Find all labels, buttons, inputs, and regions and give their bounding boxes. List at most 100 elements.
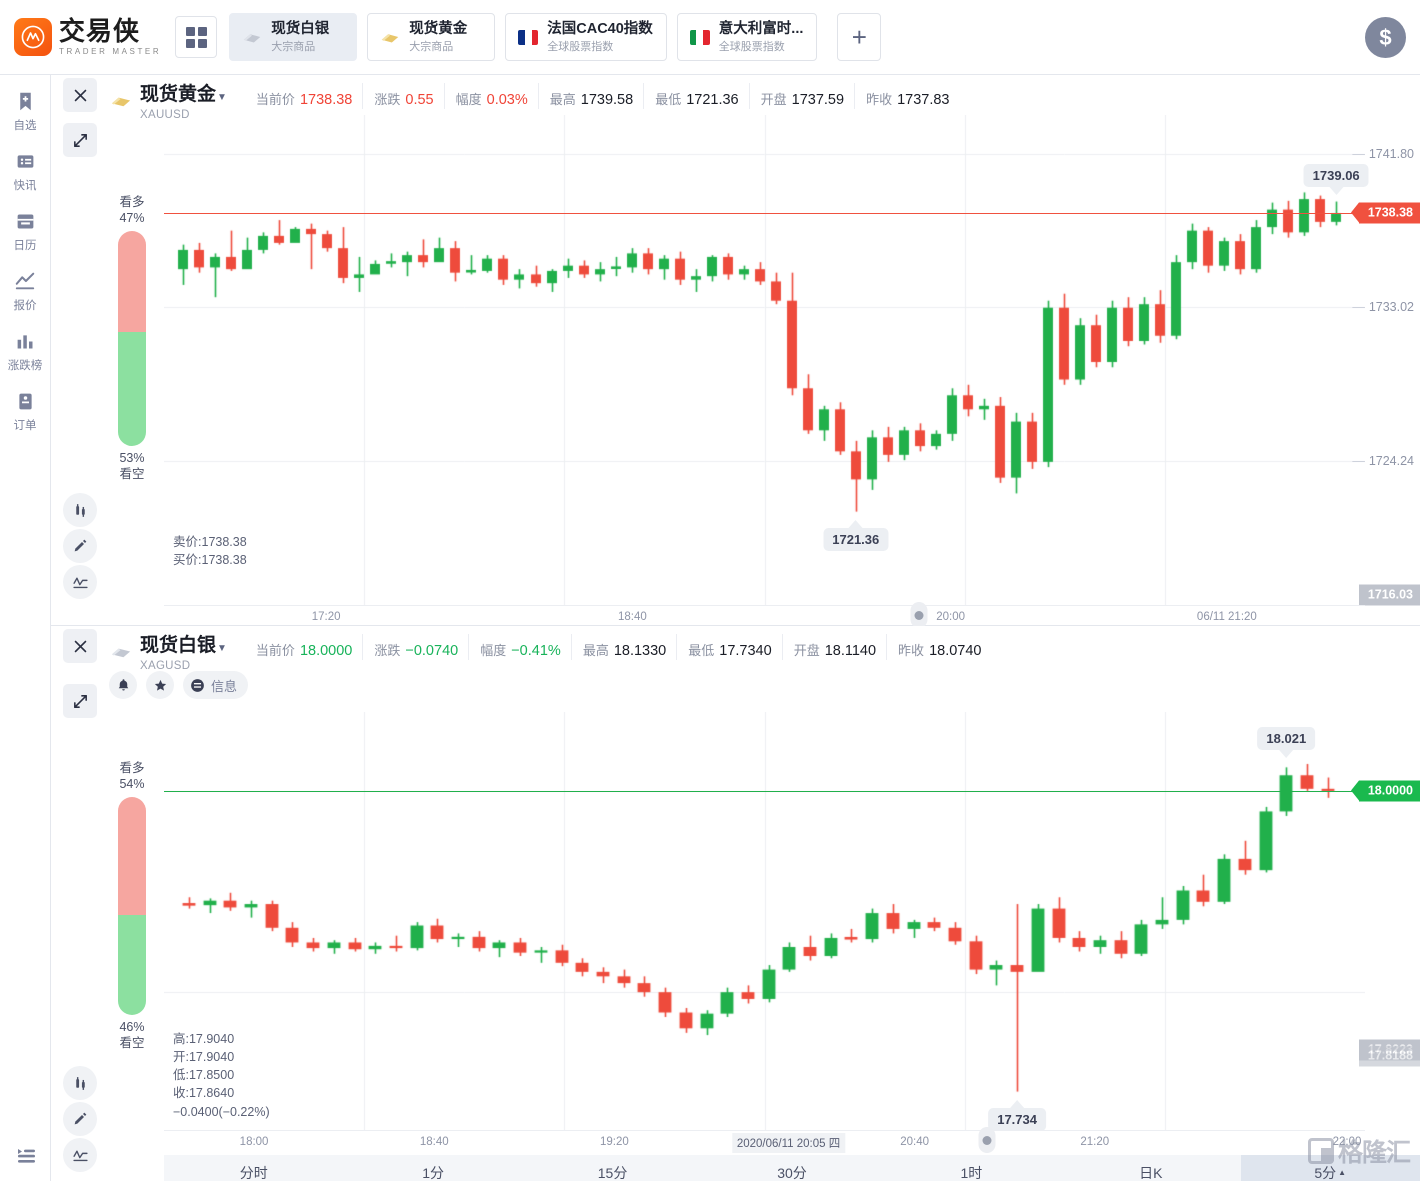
quote-row-silver: 当前价 18.0000 涨跌 −0.0740 幅度 −0.41% 最高 18.1330 … xyxy=(245,634,993,660)
symbol-tab-ftsemib[interactable]: 意大利富时... 全球股票指数 xyxy=(676,13,818,61)
low-price-bubble-silver: 17.734 xyxy=(988,1099,1046,1131)
panel-header-silver: 现货白银▼ XAGUSD 当前价 18.0000 涨跌 −0.0740 幅度 −0.4… xyxy=(51,626,1420,672)
draw-tool-button-gold[interactable] xyxy=(63,529,97,563)
panel-symbol-name: 现货白银▼ xyxy=(140,635,227,656)
add-tab-button[interactable]: + xyxy=(837,13,882,61)
close-panel-button-silver[interactable] xyxy=(63,629,97,663)
quote-key: 当前价 xyxy=(255,92,295,107)
sidebar-item-news[interactable]: 快讯 xyxy=(0,149,51,193)
sentiment-bull-bar xyxy=(118,231,146,333)
chevron-down-icon[interactable]: ▼ xyxy=(217,92,227,103)
sidebar-item-gainers[interactable]: 涨跌榜 xyxy=(0,329,51,373)
timeframe-日K[interactable]: 日K xyxy=(1139,1164,1163,1181)
quote-key: 幅度 xyxy=(480,643,507,658)
high-price-bubble-silver: 18.021 xyxy=(1257,727,1316,759)
symbol-tab-gold[interactable]: 现货黄金 大宗商品 xyxy=(367,13,496,61)
current-price-line-silver xyxy=(164,791,1365,793)
timeframe-15分[interactable]: 15分 xyxy=(597,1164,628,1181)
quote-value: 18.0740 xyxy=(929,643,982,659)
symbol-tabs: 现货白银 大宗商品 现货黄金 大宗商品 法国CAC40指数 xyxy=(229,13,882,61)
user-avatar[interactable]: $ xyxy=(1365,17,1406,58)
sentiment-bull-pct: 54% xyxy=(119,776,145,791)
info-label: 信息 xyxy=(211,678,238,694)
indicator-tool-button-gold[interactable] xyxy=(63,565,97,599)
draw-tool-button-silver[interactable] xyxy=(63,1102,97,1136)
timeframe-30分[interactable]: 30分 xyxy=(777,1164,807,1181)
gold-bar-icon xyxy=(379,26,401,48)
ohlc-low: 低:17.8500 xyxy=(173,1068,235,1083)
sentiment-bull-bar xyxy=(118,797,146,915)
symbol-tab-silver[interactable]: 现货白银 大宗商品 xyxy=(229,13,358,61)
cursor-time-tag-silver: 2020/06/11 20:05 四 xyxy=(731,1133,846,1153)
time-tick-label: 18:40 xyxy=(617,611,647,623)
expand-panel-button-gold[interactable] xyxy=(63,123,97,157)
expand-panel-button-silver[interactable] xyxy=(63,684,97,718)
left-sidebar: 自选 快讯 日历 报价 涨跌榜 xyxy=(0,75,51,1181)
volume-tool-button-silver[interactable] xyxy=(63,1066,97,1100)
close-panel-button-gold[interactable] xyxy=(63,78,97,112)
sidebar-label: 涨跌榜 xyxy=(7,360,43,372)
current-price-tag-gold: 1738.38 xyxy=(1350,202,1420,224)
timeframe-分时[interactable]: 分时 xyxy=(239,1164,268,1181)
grid-view-button[interactable] xyxy=(175,16,218,58)
indicator-tool-button-silver[interactable] xyxy=(63,1138,97,1172)
symbol-block-silver[interactable]: 现货白银▼ XAGUSD xyxy=(109,636,227,672)
chart-scroll-handle-gold[interactable] xyxy=(910,602,928,628)
time-tick-label: 18:00 xyxy=(239,1136,269,1148)
quote-value: 18.1140 xyxy=(824,643,877,659)
panel-header-gold: 现货黄金▼ XAUUSD 当前价 1738.38 涨跌 0.55 幅度 0.03% 最… xyxy=(51,75,1420,121)
volume-tool-button-gold[interactable] xyxy=(63,493,97,527)
candlestick-canvas-gold[interactable] xyxy=(164,115,1365,605)
symbol-tab-cac40[interactable]: 法国CAC40指数 全球股票指数 xyxy=(505,13,667,61)
price-tick-label: 1733.02 xyxy=(1352,300,1414,314)
time-tick-label: 20:40 xyxy=(900,1136,930,1148)
sidebar-item-watchlist[interactable]: 自选 xyxy=(0,89,51,133)
ohlc-change: −0.0400(−0.22%) xyxy=(173,1104,270,1119)
quote-key: 当前价 xyxy=(255,643,295,658)
timeframe-1时[interactable]: 1时 xyxy=(960,1164,983,1181)
chart-plot-gold[interactable]: 1739.06 1721.36 卖价:1738.38 买价:1738.38 xyxy=(164,115,1369,605)
sidebar-item-quotes[interactable]: 报价 xyxy=(0,269,51,313)
chevron-down-icon[interactable]: ▼ xyxy=(217,643,227,654)
quote-value: 0.55 xyxy=(405,92,434,108)
bid-line: 买价:1738.38 xyxy=(173,553,247,568)
sidebar-item-orders[interactable]: 订单 xyxy=(0,389,51,433)
gold-bar-icon xyxy=(109,88,133,112)
quote-value: 0.03% xyxy=(486,92,528,108)
timeframe-5分[interactable]: 5分▲ xyxy=(1240,1155,1420,1181)
quote-key: 开盘 xyxy=(760,92,787,107)
axis-bottom-tag2-silver: 17.8188 xyxy=(1358,1045,1420,1067)
quote-key: 昨收 xyxy=(866,92,893,107)
ohlc-infobox-silver: 高:17.9040 开:17.9040 低:17.8500 收:17.8640 … xyxy=(173,1030,270,1121)
sidebar-menu-button[interactable] xyxy=(0,1143,51,1167)
quote-value: 1739.58 xyxy=(580,92,634,108)
line-chart-icon xyxy=(13,269,37,293)
star-icon[interactable] xyxy=(146,671,174,699)
timeframe-1分[interactable]: 1分 xyxy=(422,1164,445,1181)
chart-scroll-handle-silver[interactable] xyxy=(978,1127,996,1153)
symbol-block-gold[interactable]: 现货黄金▼ XAUUSD xyxy=(109,85,227,121)
quote-key: 最高 xyxy=(549,92,576,107)
panel-symbol-name: 现货黄金▼ xyxy=(140,84,227,105)
bar-chart-icon xyxy=(13,329,37,353)
bid-ask-infobox-gold: 卖价:1738.38 买价:1738.38 xyxy=(173,533,247,569)
price-axis-gold: 1738.38 1741.80 1733.02 1724.24 1716.03 xyxy=(1350,115,1420,606)
candlestick-canvas-silver[interactable] xyxy=(164,712,1365,1130)
info-button-silver[interactable]: 信息 xyxy=(183,671,249,699)
logo-text-cn: 交易侠 xyxy=(59,16,141,47)
sidebar-item-calendar[interactable]: 日历 xyxy=(0,209,51,253)
symbol-tab-name: 现货白银 xyxy=(271,21,330,38)
ohlc-high: 高:17.9040 xyxy=(173,1032,235,1046)
low-price-bubble-gold: 1721.36 xyxy=(823,519,889,551)
quote-row-gold: 当前价 1738.38 涨跌 0.55 幅度 0.03% 最高 1739.58 最低 17… xyxy=(245,83,961,109)
time-tick-label: 21:20 xyxy=(1080,1136,1110,1148)
chart-panel-gold: 现货黄金▼ XAUUSD 当前价 1738.38 涨跌 0.55 幅度 0.03% 最… xyxy=(51,75,1420,701)
time-tick-label: 22:00 xyxy=(1332,1136,1362,1148)
alert-bell-icon[interactable] xyxy=(109,671,137,699)
quote-key: 最高 xyxy=(582,643,609,658)
sidebar-label: 日历 xyxy=(13,240,37,252)
chart-plot-silver[interactable]: 18.021 17.734 高:17.9040 开:17.9040 低:17.8… xyxy=(164,712,1365,1131)
top-bar: 交易侠 TRADER MASTER 现货白银 大宗商品 xyxy=(0,0,1420,75)
quote-key: 开盘 xyxy=(793,643,820,658)
quote-value: 17.7340 xyxy=(719,643,772,659)
